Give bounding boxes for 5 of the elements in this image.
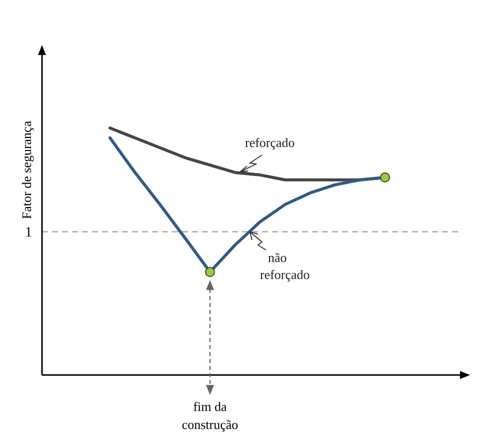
series-label: não reforçado [260,250,310,282]
text: fim da construção [182,399,238,432]
ref-line-label: 1 [25,226,32,241]
series-label: reforçado [245,135,295,150]
y-axis-title: Fator de segurança [19,120,34,220]
